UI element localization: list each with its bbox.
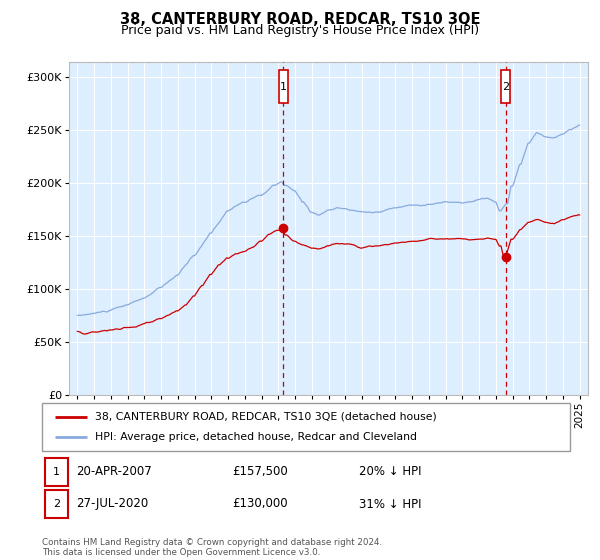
Text: £157,500: £157,500 — [232, 465, 288, 478]
Bar — [44, 458, 68, 486]
Text: HPI: Average price, detached house, Redcar and Cleveland: HPI: Average price, detached house, Redc… — [95, 432, 417, 442]
Text: 31% ↓ HPI: 31% ↓ HPI — [359, 497, 421, 511]
Bar — [278, 70, 288, 103]
Text: 20-APR-2007: 20-APR-2007 — [76, 465, 152, 478]
Text: Contains HM Land Registry data © Crown copyright and database right 2024.
This d: Contains HM Land Registry data © Crown c… — [42, 538, 382, 557]
Text: 27-JUL-2020: 27-JUL-2020 — [76, 497, 149, 511]
Bar — [44, 490, 68, 518]
Text: 20% ↓ HPI: 20% ↓ HPI — [359, 465, 421, 478]
Text: 2: 2 — [53, 499, 60, 509]
Text: 38, CANTERBURY ROAD, REDCAR, TS10 3QE (detached house): 38, CANTERBURY ROAD, REDCAR, TS10 3QE (d… — [95, 412, 437, 422]
Text: 38, CANTERBURY ROAD, REDCAR, TS10 3QE: 38, CANTERBURY ROAD, REDCAR, TS10 3QE — [120, 12, 480, 27]
Text: 1: 1 — [280, 82, 287, 92]
Text: £130,000: £130,000 — [232, 497, 288, 511]
Text: 1: 1 — [53, 467, 60, 477]
Text: Price paid vs. HM Land Registry's House Price Index (HPI): Price paid vs. HM Land Registry's House … — [121, 24, 479, 37]
Bar — [501, 70, 510, 103]
Text: 2: 2 — [502, 82, 509, 92]
